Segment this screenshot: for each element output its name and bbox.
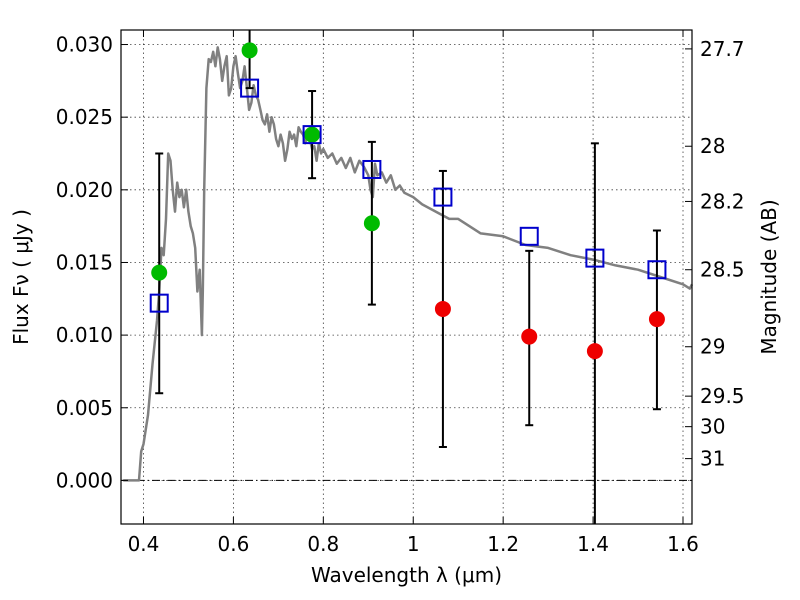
model-point-red [521,328,538,345]
model-point-green [363,215,380,232]
error-bars [155,30,661,524]
observed-flux-square [433,187,453,207]
observed-flux-square [149,293,169,313]
model-point-red [434,300,451,317]
observed-flux-square [647,260,667,280]
model-point-green [304,126,321,143]
y2-tick-label: 28.2 [700,189,745,213]
y2-tick-label: 30 [700,415,725,439]
y2-tick-label: 28.5 [700,258,745,282]
y-axis-title: Flux Fν ( μJy ) [9,209,33,345]
model-point-red [586,343,603,360]
y2-tick-label: 27.7 [700,37,745,61]
x-tick-label: 0.8 [307,532,339,556]
observed-flux-square [519,226,539,246]
data-markers [149,42,667,360]
observed-flux-square [585,248,605,268]
y-tick-label: 0.030 [56,33,113,57]
axis-ticks [121,30,692,524]
x-tick-label: 1.2 [487,532,519,556]
y-tick-label: 0.015 [56,250,113,274]
tick-labels: 0.4 0.6 0.8 1 1.2 1.4 1.6 0.000 0.005 0.010 0.015 0… [56,33,745,556]
x-axis-title: Wavelength λ (μm) [311,563,502,587]
model-point-red [648,311,665,328]
y2-tick-label: 29 [700,335,725,359]
y2-tick-label: 29.5 [700,384,745,408]
x-tick-label: 0.6 [217,532,249,556]
y2-tick-label: 31 [700,447,725,471]
y-tick-label: 0.000 [56,468,113,492]
model-point-green [241,42,258,59]
x-tick-label: 0.4 [128,532,160,556]
y2-tick-label: 28 [700,134,725,158]
y-tick-label: 0.025 [56,105,113,129]
y2-axis-title: Magnitude (AB) [757,199,781,354]
observed-flux-square [302,125,322,145]
observed-flux-square [362,159,382,179]
x-tick-label: 1 [407,532,420,556]
y-tick-label: 0.020 [56,178,113,202]
observed-flux-square [240,78,260,98]
x-tick-label: 1.6 [667,532,699,556]
y-tick-label: 0.010 [56,323,113,347]
plot-frame [120,29,693,525]
template-sed-line [123,46,694,482]
model-point-green [151,264,168,281]
y-tick-label: 0.005 [56,396,113,420]
x-tick-label: 1.4 [577,532,609,556]
